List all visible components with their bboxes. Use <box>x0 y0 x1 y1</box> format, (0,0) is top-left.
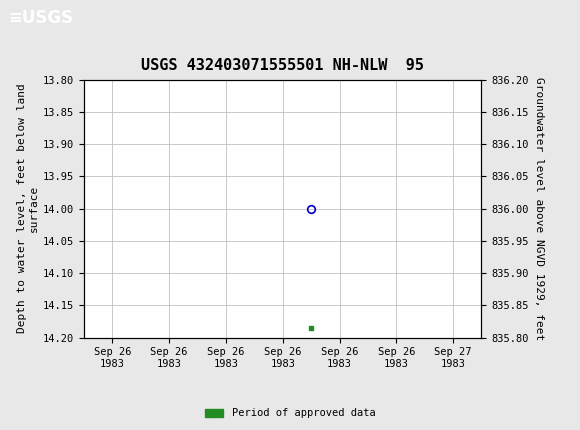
Text: ≡USGS: ≡USGS <box>9 9 74 27</box>
Y-axis label: Depth to water level, feet below land
surface: Depth to water level, feet below land su… <box>17 84 39 333</box>
Title: USGS 432403071555501 NH-NLW  95: USGS 432403071555501 NH-NLW 95 <box>142 58 424 73</box>
Y-axis label: Groundwater level above NGVD 1929, feet: Groundwater level above NGVD 1929, feet <box>534 77 544 340</box>
Legend: Period of approved data: Period of approved data <box>201 404 379 423</box>
